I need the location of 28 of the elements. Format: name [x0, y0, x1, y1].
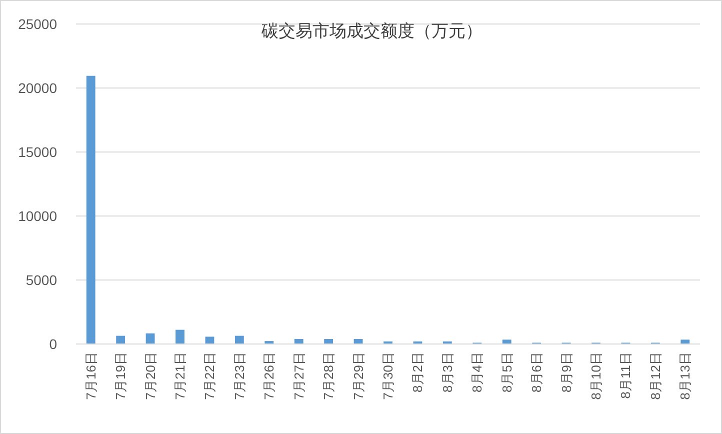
x-tick-label: 8月4日	[470, 352, 485, 392]
x-tick-label: 7月16日	[83, 352, 98, 400]
x-tick-label: 7月23日	[232, 352, 247, 400]
y-tick-label: 5000	[26, 272, 58, 288]
x-tick-label: 7月28日	[321, 352, 336, 400]
y-tick-label: 15000	[18, 144, 58, 160]
x-tick-label: 8月11日	[618, 352, 634, 399]
x-tick-label: 8月10日	[588, 352, 604, 400]
x-tick-label: 7月27日	[291, 352, 306, 400]
x-tick-label: 8月9日	[558, 352, 574, 392]
x-tick-label: 7月21日	[172, 352, 188, 400]
x-tick-label: 8月5日	[499, 352, 514, 392]
x-tick-label: 8月3日	[440, 352, 455, 392]
x-tick-label: 8月13日	[678, 352, 693, 400]
x-tick-label: 7月26日	[262, 352, 277, 400]
y-tick-label: 0	[49, 336, 58, 352]
x-tick-label: 7月20日	[142, 352, 158, 400]
x-tick-label: 7月30日	[380, 352, 396, 400]
y-tick-label: 25000	[18, 16, 58, 32]
y-tick-label: 10000	[18, 208, 58, 224]
x-tick-label: 7月19日	[113, 352, 128, 400]
x-tick-label: 7月29日	[350, 352, 366, 400]
x-tick-label: 7月22日	[202, 352, 218, 400]
y-tick-label: 20000	[18, 80, 58, 96]
x-tick-label: 8月6日	[529, 352, 544, 392]
x-tick-label: 8月2日	[410, 352, 426, 392]
title: 碳交易市场成交额度（万元）	[262, 22, 482, 40]
x-tick-label: 8月12日	[648, 352, 663, 400]
